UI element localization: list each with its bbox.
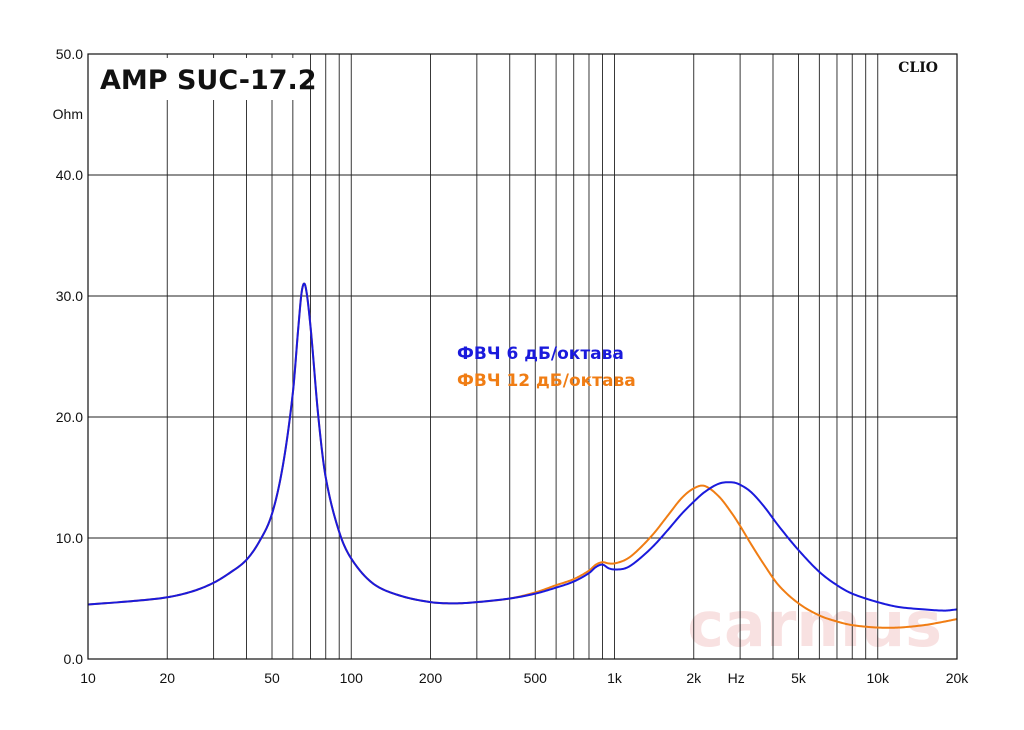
x-tick-label: 100 (340, 670, 364, 686)
x-tick-label: 1k (607, 670, 623, 686)
y-unit-label: Ohm (53, 106, 83, 122)
x-tick-label: 20k (946, 670, 970, 686)
watermark: carmus (687, 588, 942, 661)
x-unit-label: Hz (728, 670, 745, 686)
x-tick-label: 2k (686, 670, 702, 686)
y-tick-label: 10.0 (56, 530, 83, 546)
grid (88, 54, 957, 659)
x-tick-label: 20 (159, 670, 175, 686)
y-tick-label: 40.0 (56, 167, 83, 183)
x-tick-label: 500 (524, 670, 548, 686)
series-line (87, 282, 958, 629)
plot-frame (87, 53, 958, 660)
x-tick-label: 200 (419, 670, 443, 686)
y-tick-label: 30.0 (56, 288, 83, 304)
chart-title: AMP SUC-17.2 (100, 65, 317, 96)
title-background (92, 58, 306, 100)
x-tick-label: 10 (80, 670, 96, 686)
x-tick-label: 5k (791, 670, 807, 686)
y-tick-label: 50.0 (56, 46, 83, 62)
clio-brand: CLIO (898, 60, 938, 76)
series-lines (87, 282, 958, 629)
axis-ticks: 0.0 10.0 20.0 30.0 40.0 50.0 10 20 50 100 200 500 1k… (56, 46, 970, 686)
legend-entry-12db: ФВЧ 12 дБ/октава (457, 371, 636, 391)
legend-entry-6db: ФВЧ 6 дБ/октава (457, 344, 624, 364)
x-tick-label: 10k (866, 670, 890, 686)
y-tick-label: 20.0 (56, 409, 83, 425)
y-tick-label: 0.0 (64, 651, 84, 667)
x-tick-label: 50 (264, 670, 280, 686)
series-line (87, 282, 958, 612)
